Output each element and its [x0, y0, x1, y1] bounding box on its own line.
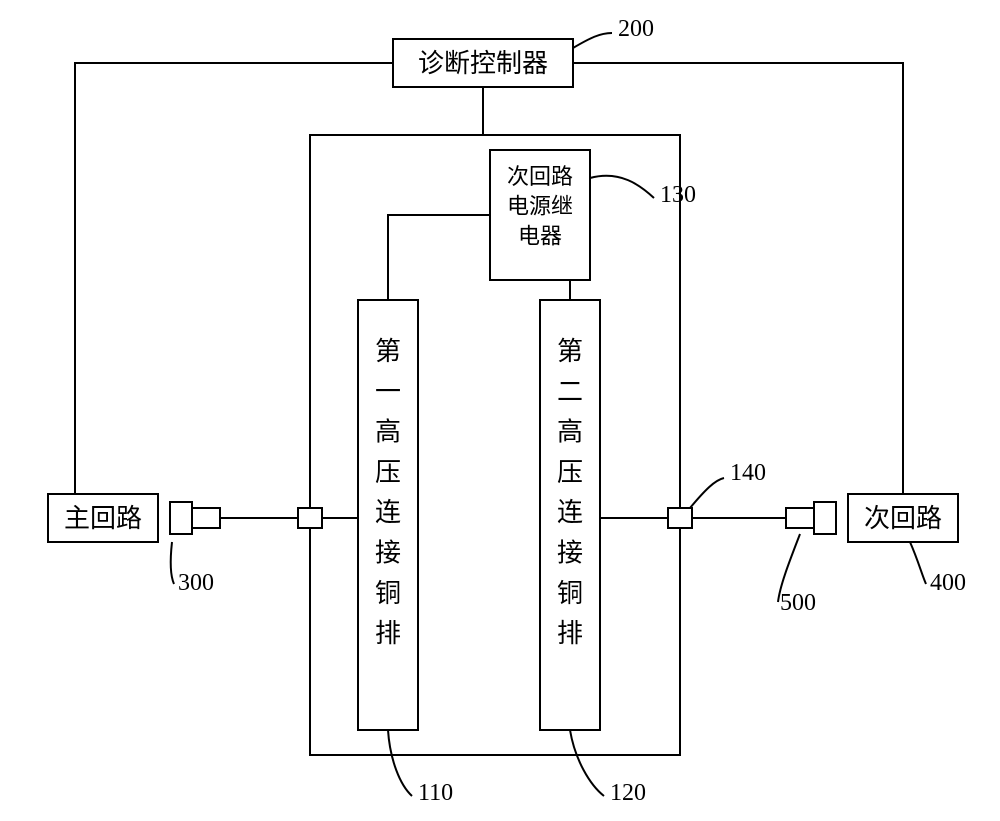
ref-sub_conn: 500 [780, 590, 816, 616]
ref-main_loop: 300 [178, 570, 214, 596]
ref-busbar1: 110 [418, 780, 453, 806]
leader-400 [910, 542, 926, 584]
sub-loop-label: 次回路 [864, 504, 942, 533]
connector-conn_enc_r [668, 508, 692, 528]
connector-conn_enc_l [298, 508, 322, 528]
ref-relay: 130 [660, 182, 696, 208]
ref-sub_loop: 400 [930, 570, 966, 596]
connector-conn_sub_a [814, 502, 836, 534]
connector-conn_sub_b [786, 508, 814, 528]
controller-label: 诊断控制器 [418, 49, 548, 78]
leader-140 [690, 478, 724, 508]
ref-enc_r: 140 [730, 460, 766, 486]
leader-300 [171, 542, 174, 584]
ref-controller: 200 [618, 16, 654, 42]
leader-200 [573, 33, 612, 48]
connector-conn_main_a [170, 502, 192, 534]
main-loop-label: 主回路 [64, 504, 142, 533]
ref-busbar2: 120 [610, 780, 646, 806]
connector-conn_main_b [192, 508, 220, 528]
